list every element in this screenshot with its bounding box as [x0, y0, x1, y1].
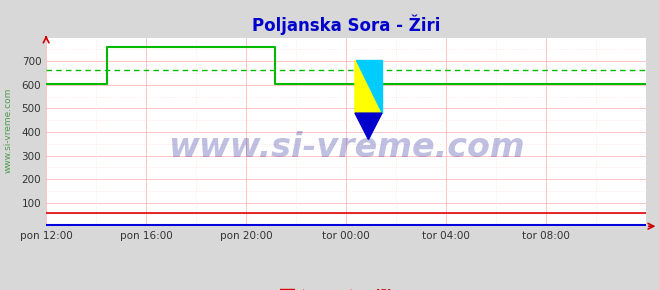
Text: www.si-vreme.com: www.si-vreme.com: [3, 88, 13, 173]
Polygon shape: [355, 60, 382, 113]
Title: Poljanska Sora - Žiri: Poljanska Sora - Žiri: [252, 14, 440, 35]
Polygon shape: [355, 113, 382, 139]
Text: www.si-vreme.com: www.si-vreme.com: [167, 130, 525, 164]
Polygon shape: [357, 60, 382, 113]
Legend: temperatura [F], pretok[čevelj3/min], višina [čevelj]: temperatura [F], pretok[čevelj3/min], vi…: [275, 284, 416, 290]
